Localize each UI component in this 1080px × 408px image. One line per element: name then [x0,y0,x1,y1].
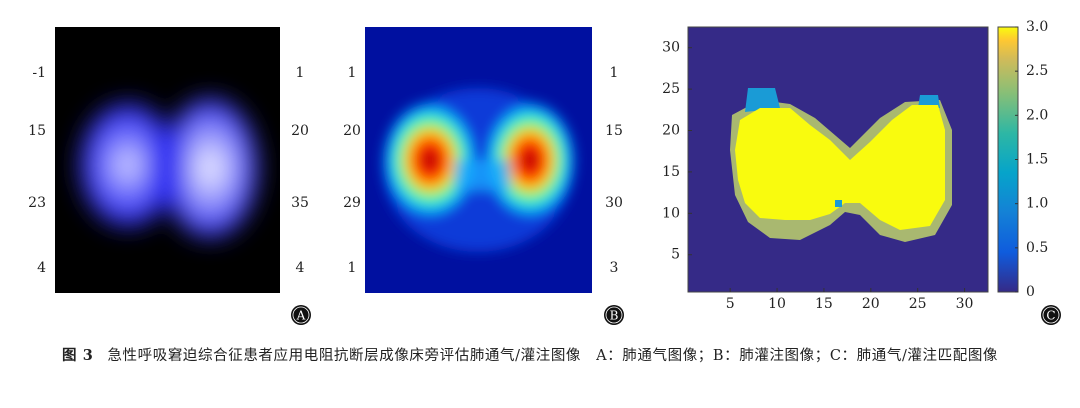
axis-label: -1 [32,65,46,81]
panel-letter: A [296,309,306,323]
axis-label: 29 [343,195,361,211]
teal-region [918,95,940,108]
axis-label: 1 [296,65,305,81]
y-tick-label: 10 [662,205,680,221]
axis-label: 3 [610,260,619,276]
caption: 图 3 急性呼吸窘迫综合征患者应用电阻抗断层成像床旁评估肺通气/灌注图像 A：肺通… [62,342,1062,370]
axis-label: 1 [348,65,357,81]
colorbar-tick-label: 2.0 [1026,107,1048,123]
axis-label: 4 [296,260,305,276]
panel-badge: C [1041,305,1061,325]
perfusion-blob [380,88,578,252]
axis-label: 23 [28,195,46,211]
colorbar-tick-label: 1.5 [1026,152,1048,168]
panel-badge: A [291,305,311,325]
x-tick-label: 20 [862,296,880,312]
colorbar-tick-label: 1.0 [1026,196,1048,212]
axis-label: 1 [610,65,619,81]
x-tick-label: 5 [726,296,735,312]
panel-letter: C [1046,309,1055,323]
x-tick-label: 10 [768,296,786,312]
axis-label: 20 [343,123,361,139]
colorbar-tick-label: 2.5 [1026,63,1048,79]
x-tick-label: 15 [815,296,833,312]
y-tick-label: 20 [662,123,680,139]
axis-label: 35 [291,195,309,211]
teal-region [745,88,780,112]
axis-label: 20 [291,123,309,139]
panel-badge: B [604,305,624,325]
panel-letter: B [610,309,619,323]
yellow-region [735,105,945,230]
x-tick-label: 30 [956,296,974,312]
y-tick-label: 15 [662,164,680,180]
axis-label: 15 [605,123,623,139]
caption-label: 图 3 [62,347,94,364]
y-tick-label: 5 [671,247,680,263]
colorbar-tick-label: 3.0 [1026,19,1048,35]
axis-label: 1 [348,260,357,276]
teal-region [835,200,842,207]
caption-text: 急性呼吸窘迫综合征患者应用电阻抗断层成像床旁评估肺通气/灌注图像 A：肺通气图像… [107,348,999,364]
y-tick-label: 30 [662,40,680,56]
axis-label: 30 [605,195,623,211]
axis-label: 4 [37,260,46,276]
axes: 5 10 15 20 25 30 5 10 15 20 25 30 0 0.5 1.0 1.5 2.0 2.5 3.… [662,19,1048,312]
colorbar-tick-label: 0 [1026,284,1035,300]
figure: -1 15 23 4 1 20 35 4 1 20 29 1 1 15 30 3… [28,19,1061,325]
y-tick-label: 25 [662,81,680,97]
axis-label: 15 [28,123,46,139]
ventilation-blob [80,98,258,238]
x-tick-label: 25 [909,296,927,312]
colorbar-tick-label: 0.5 [1026,240,1048,256]
